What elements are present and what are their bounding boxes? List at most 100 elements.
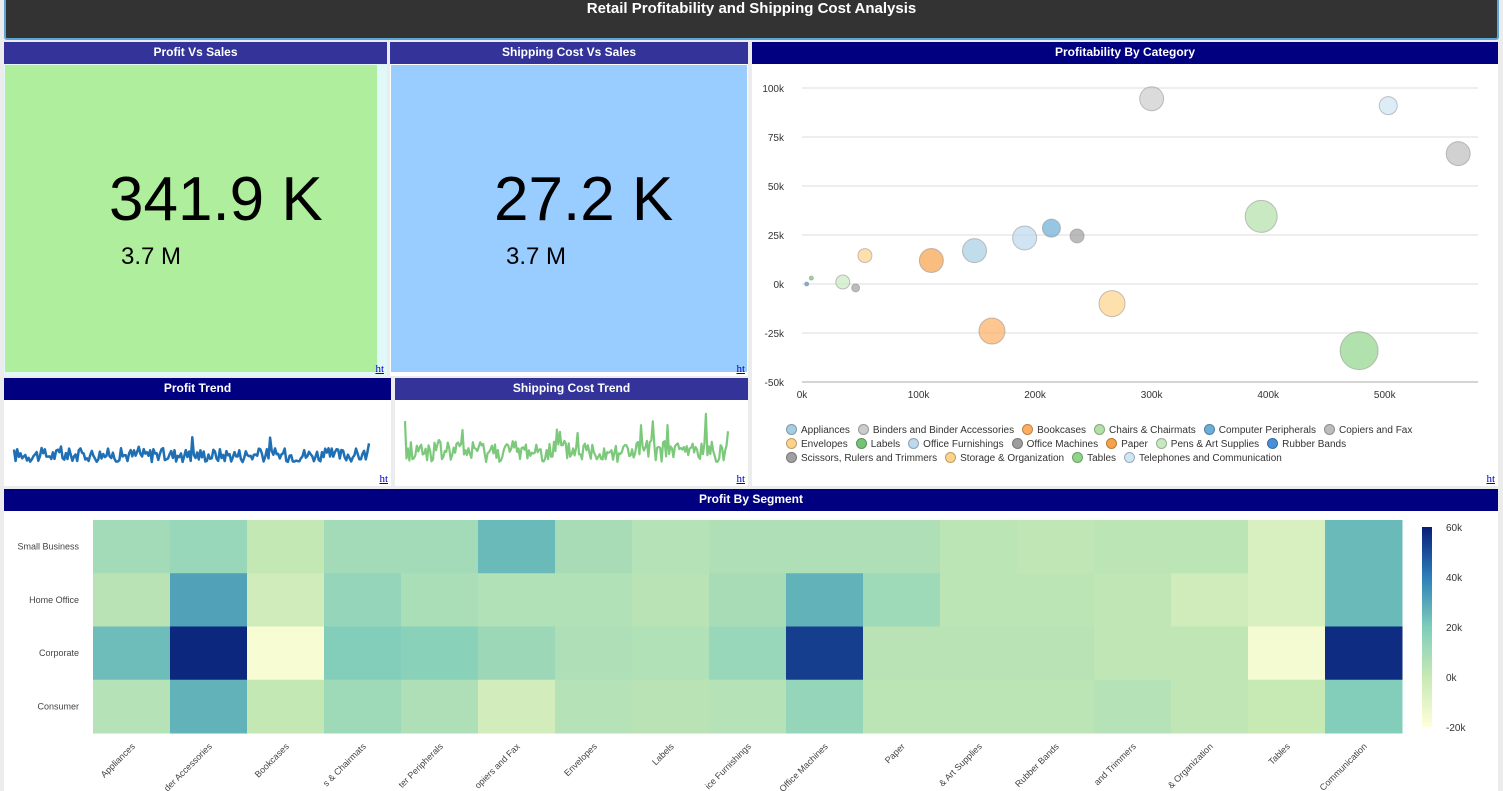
legend-swatch	[1022, 424, 1034, 435]
bubble-copiers-and-fax	[1445, 141, 1471, 167]
heat-cell	[863, 520, 941, 574]
legend-label: Pens & Art Supplies	[1170, 439, 1260, 450]
heat-cell	[632, 573, 710, 627]
legend-item[interactable]: Pens & Art Supplies	[1155, 438, 1260, 452]
heat-cell	[478, 679, 556, 734]
y-tick-label: -25k	[765, 329, 785, 340]
heat-cell	[1017, 679, 1095, 734]
heat-cell	[786, 520, 864, 574]
heat-cell	[324, 679, 402, 734]
heat-cell	[1248, 626, 1326, 681]
heat-cell	[555, 520, 633, 574]
bubble-envelopes	[857, 248, 873, 264]
legend-item[interactable]: Scissors, Rulers and Trimmers	[786, 452, 937, 466]
bubble-chart: 100k 75k 50k 25k 0k -25k -50k 0k 100k 200k 300k 400…	[762, 84, 1478, 401]
heat-cell	[1094, 520, 1172, 574]
heat-cell	[1094, 573, 1172, 627]
bubble-office-furnishings	[1012, 225, 1038, 251]
legend-item[interactable]: Appliances	[786, 424, 850, 438]
heat-cell	[247, 573, 325, 627]
heat-cell	[632, 520, 710, 574]
dashboard-title: Retail Profitability and Shipping Cost A…	[586, 0, 917, 17]
heat-cell	[1171, 679, 1249, 734]
legend-item[interactable]: Tables	[1072, 452, 1116, 466]
heat-cell	[1248, 520, 1326, 574]
drilldown-link[interactable]: ht	[1486, 473, 1495, 485]
legend-label: Appliances	[801, 425, 850, 436]
legend-label: Telephones and Communication	[1139, 453, 1282, 464]
legend-item[interactable]: Rubber Bands	[1267, 438, 1346, 452]
legend-label: Rubber Bands	[1282, 439, 1347, 450]
y-tick-label: 0k	[773, 280, 785, 291]
legend-item[interactable]: Telephones and Communication	[1124, 452, 1282, 466]
bubble-legend: Appliances Binders and Binder Accessories…	[786, 424, 1486, 466]
drilldown-link[interactable]: ht	[375, 363, 384, 375]
legend-item[interactable]: Paper	[1106, 438, 1148, 452]
panel-title: Profit Vs Sales	[4, 42, 387, 64]
drilldown-link[interactable]: ht	[379, 473, 388, 485]
legend-item[interactable]: Binders and Binder Accessories	[857, 424, 1015, 438]
legend-label: Paper	[1121, 439, 1148, 450]
heat-cell	[93, 679, 171, 734]
heat-cell	[1325, 520, 1403, 574]
column-label: & Organization	[1166, 741, 1215, 790]
heat-cell	[93, 520, 171, 574]
bubble-appliances	[961, 238, 987, 264]
column-label: ter Peripherals	[396, 741, 445, 790]
kpi-target: 3.7 M	[506, 243, 567, 270]
bubble-bookcases	[978, 317, 1006, 345]
bubble-computer-peripherals	[1041, 218, 1061, 238]
legend-item[interactable]: Office Furnishings	[908, 438, 1004, 452]
color-scale-bar	[1422, 527, 1432, 727]
heat-cell	[709, 520, 787, 574]
bubble-labels	[808, 275, 814, 281]
heat-cell	[401, 679, 479, 734]
legend-swatch	[908, 438, 920, 449]
legend-item[interactable]: Computer Peripherals	[1203, 424, 1316, 438]
panel-title: Shipping Cost Trend	[395, 378, 748, 400]
column-label: Labels	[650, 741, 676, 767]
heat-cell	[1171, 573, 1249, 627]
bubble-binders-and-binder-accessories	[1139, 86, 1165, 112]
heat-cell	[1017, 626, 1095, 681]
legend-item[interactable]: Bookcases	[1022, 424, 1086, 438]
x-tick-label: 0k	[797, 390, 809, 401]
heat-cell	[786, 573, 864, 627]
legend-item[interactable]: Office Machines	[1011, 438, 1098, 452]
legend-item[interactable]: Copiers and Fax	[1324, 424, 1412, 438]
heat-cell	[709, 573, 787, 627]
row-label: Home Office	[29, 595, 79, 605]
kpi-fill	[391, 65, 747, 372]
x-tick-label: 300k	[1141, 390, 1164, 401]
heat-cell	[478, 626, 556, 681]
column-label: ice Furnishings	[703, 741, 753, 791]
drilldown-link[interactable]: ht	[736, 363, 745, 375]
heat-cell	[1171, 520, 1249, 574]
heat-cell	[632, 626, 710, 681]
column-label: Office Machines	[777, 741, 830, 791]
heat-cell	[555, 679, 633, 734]
legend-swatch	[1124, 452, 1135, 463]
legend-item[interactable]: Storage & Organization	[945, 452, 1064, 466]
panel-title: Profit Trend	[4, 378, 391, 400]
heat-cell	[940, 679, 1018, 734]
legend-item[interactable]: Labels	[855, 438, 900, 452]
heat-cell	[555, 573, 633, 627]
legend-item[interactable]: Chairs & Chairmats	[1094, 424, 1196, 438]
kpi-target: 3.7 M	[121, 243, 182, 270]
kpi-value: 27.2 K	[494, 165, 674, 234]
column-label: Rubber Bands	[1013, 741, 1061, 789]
bubble-chairs-chairmats	[1244, 199, 1278, 233]
heat-cell	[1017, 520, 1095, 574]
scale-label: 20k	[1446, 623, 1463, 634]
scale-label: 60k	[1446, 523, 1463, 534]
x-tick-label: 200k	[1024, 390, 1047, 401]
drilldown-link[interactable]: ht	[736, 473, 745, 485]
legend-item[interactable]: Envelopes	[786, 438, 848, 452]
heat-cell	[1325, 626, 1403, 681]
legend-swatch	[855, 438, 867, 449]
legend-label: Tables	[1087, 453, 1116, 464]
bubble-office-machines	[1069, 228, 1085, 244]
legend-swatch	[1094, 424, 1106, 435]
legend-label: Binders and Binder Accessories	[872, 425, 1015, 436]
